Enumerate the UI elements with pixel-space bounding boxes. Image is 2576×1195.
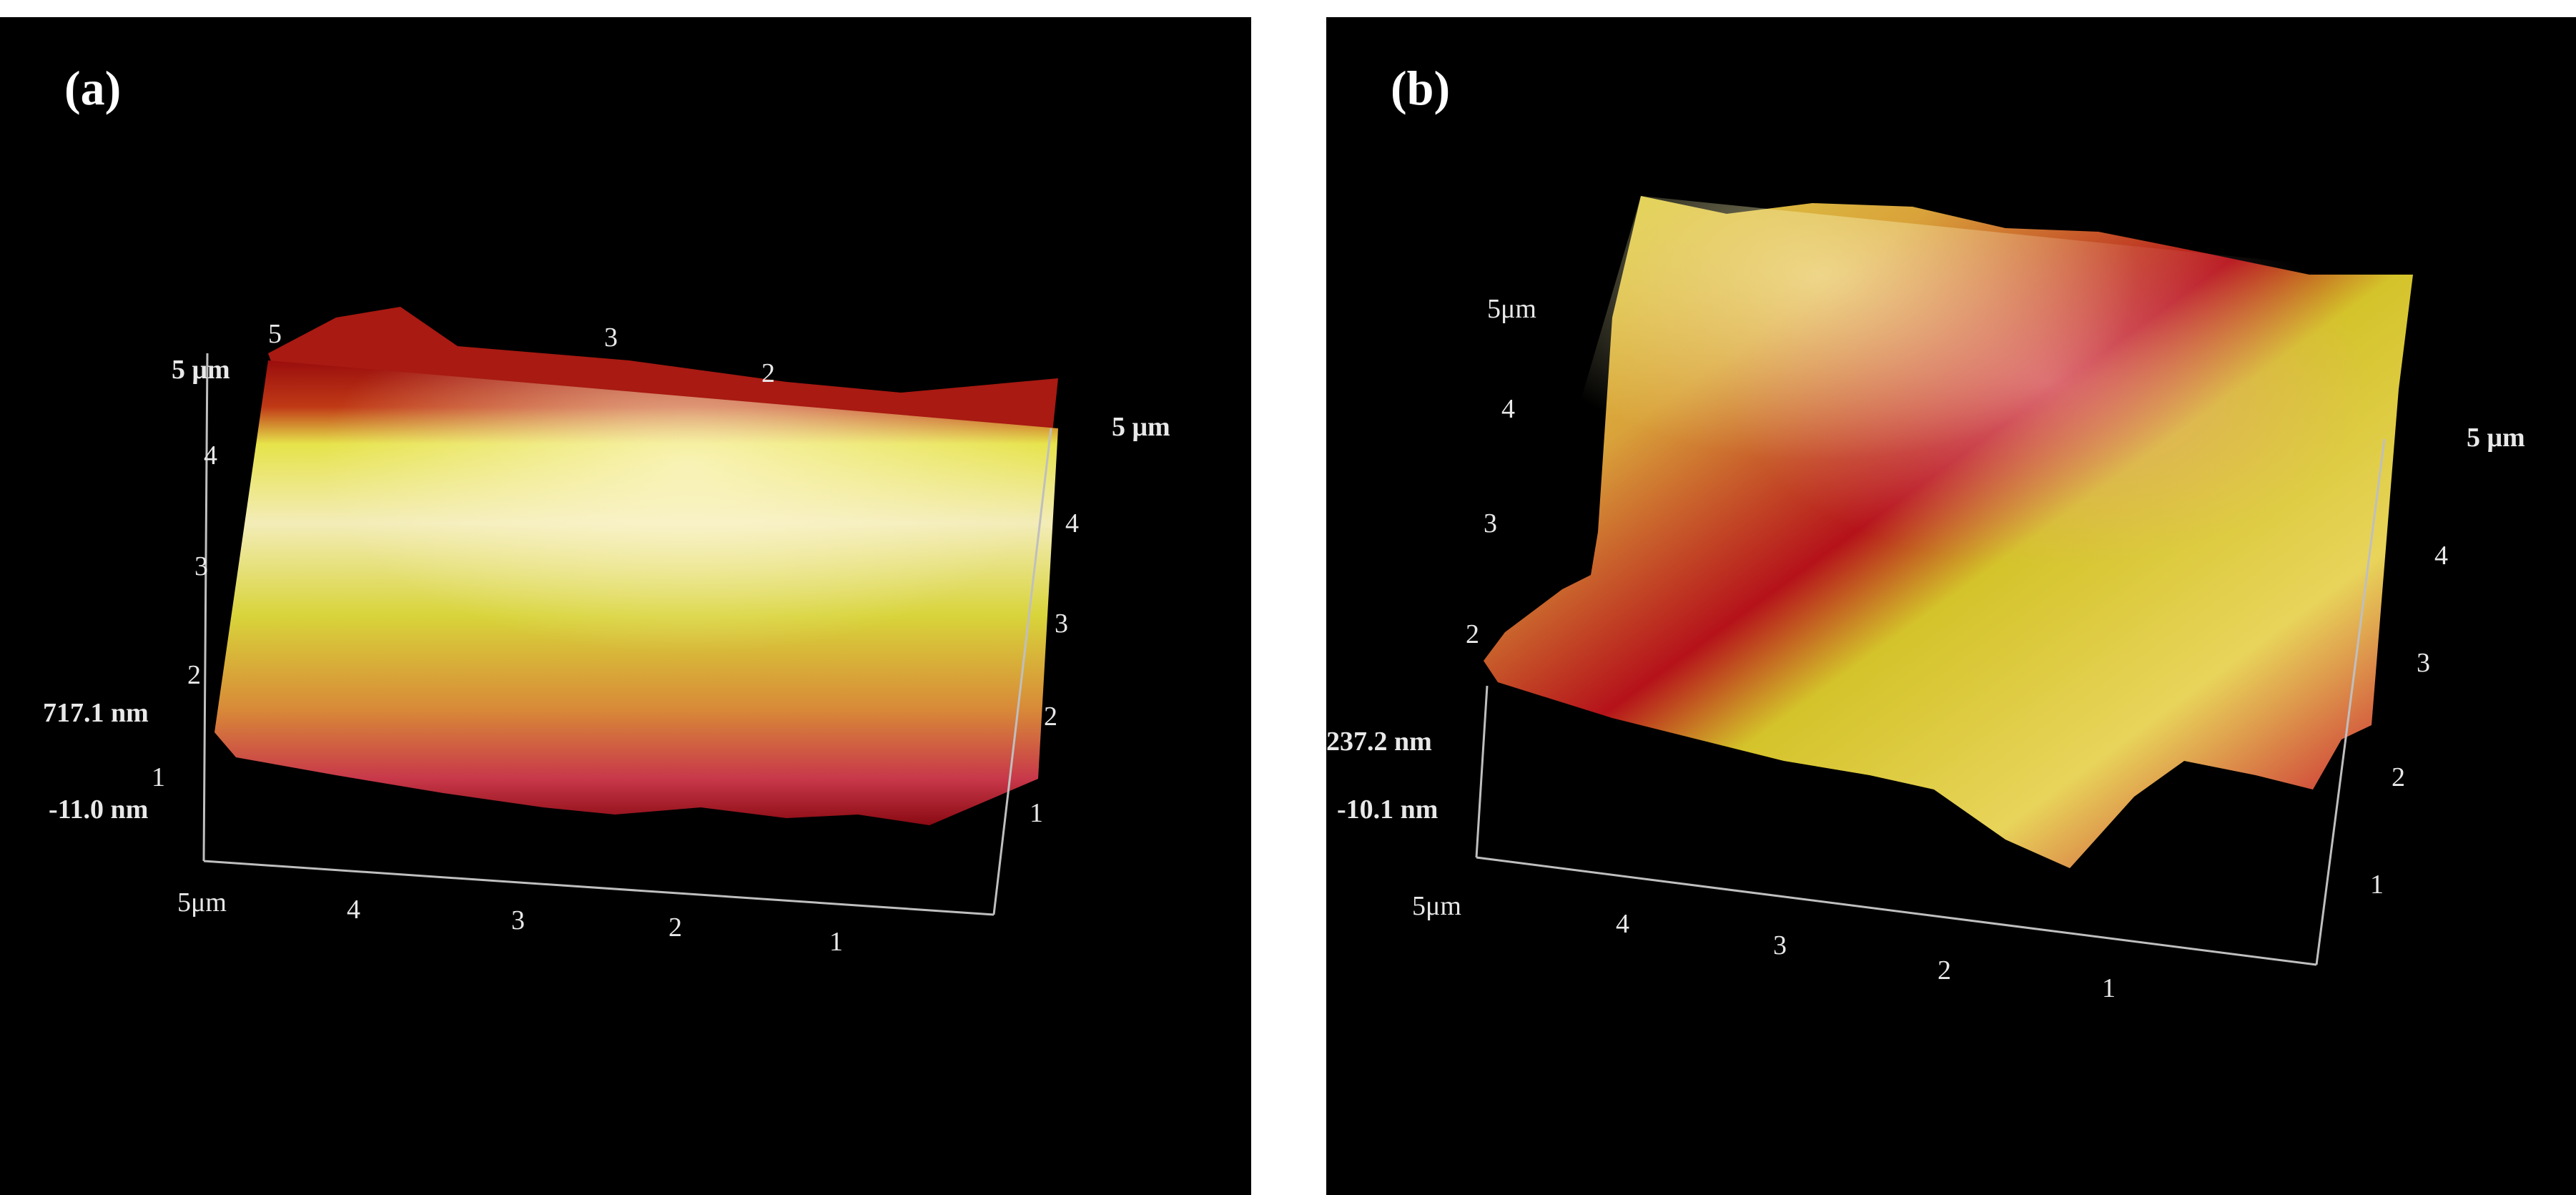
panel-label-b: (b) [1391, 61, 1451, 115]
right-axis-line-a [992, 428, 1052, 915]
right-tick-5um-a: 5 μm [1112, 412, 1170, 442]
left-tick-2-b: 2 [1466, 619, 1479, 649]
front-axis-line-b [1476, 856, 2317, 966]
left-tick-4-a: 4 [204, 441, 217, 471]
front-tick-5um-b: 5μm [1412, 891, 1461, 921]
z-axis-line-b [1475, 685, 1489, 858]
front-tick-3-a: 3 [511, 905, 525, 935]
z-min-label-a: -11.0 nm [49, 795, 148, 825]
front-tick-1-a: 1 [829, 927, 843, 957]
front-tick-3-b: 3 [1773, 930, 1787, 960]
right-tick-2-a: 2 [1044, 702, 1057, 732]
z-max-label-a: 717.1 nm [43, 698, 149, 728]
right-tick-5um-b: 5 μm [2467, 423, 2525, 453]
right-tick-3-a: 3 [1055, 609, 1068, 639]
left-tick-5um-b: 5μm [1487, 294, 1536, 324]
afm-panel-a: (a) 5 μm 4 3 [0, 17, 1251, 1195]
front-axis-line-a [203, 860, 995, 916]
afm-3d-plot-b: 5μm 4 3 2 237.2 nm -10.1 nm 5 μm 4 3 2 1… [1326, 196, 2525, 1003]
left-tick-3-b: 3 [1484, 508, 1497, 539]
right-axis-line-b [2315, 438, 2386, 965]
front-tick-2-a: 2 [668, 913, 682, 943]
right-tick-4-b: 4 [2434, 541, 2448, 571]
front-tick-1-b: 1 [2102, 973, 2116, 1003]
right-tick-4-a: 4 [1065, 508, 1079, 539]
afm-3d-plot-a: 5 μm 4 3 2 1 717.1 nm -11.0 nm 5 3 2 5 μ… [43, 307, 1170, 957]
left-tick-3-a: 3 [194, 551, 208, 581]
back-tick-3-a: 3 [604, 323, 618, 353]
left-tick-5um-a: 5 μm [172, 355, 230, 385]
front-tick-4-b: 4 [1616, 909, 1629, 939]
right-tick-1-a: 1 [1030, 798, 1043, 828]
afm-panel-b: (b) 5μm [1326, 17, 2576, 1195]
right-tick-3-b: 3 [2417, 648, 2430, 678]
front-tick-2-b: 2 [1938, 955, 1951, 985]
right-tick-1-b: 1 [2370, 870, 2384, 900]
left-tick-2-a: 2 [187, 660, 201, 690]
z-min-label-b: -10.1 nm [1337, 795, 1438, 825]
back-tick-5-a: 5 [268, 319, 282, 349]
front-tick-4-a: 4 [347, 895, 360, 925]
front-tick-5um-a: 5μm [177, 887, 227, 918]
z-max-label-b: 237.2 nm [1326, 727, 1432, 757]
z-axis-line-a [202, 353, 209, 862]
left-tick-4-b: 4 [1501, 394, 1515, 424]
back-tick-2-a: 2 [761, 358, 775, 388]
right-tick-2-b: 2 [2392, 762, 2405, 792]
panel-label-a: (a) [64, 61, 122, 115]
left-tick-1-a: 1 [152, 762, 165, 792]
